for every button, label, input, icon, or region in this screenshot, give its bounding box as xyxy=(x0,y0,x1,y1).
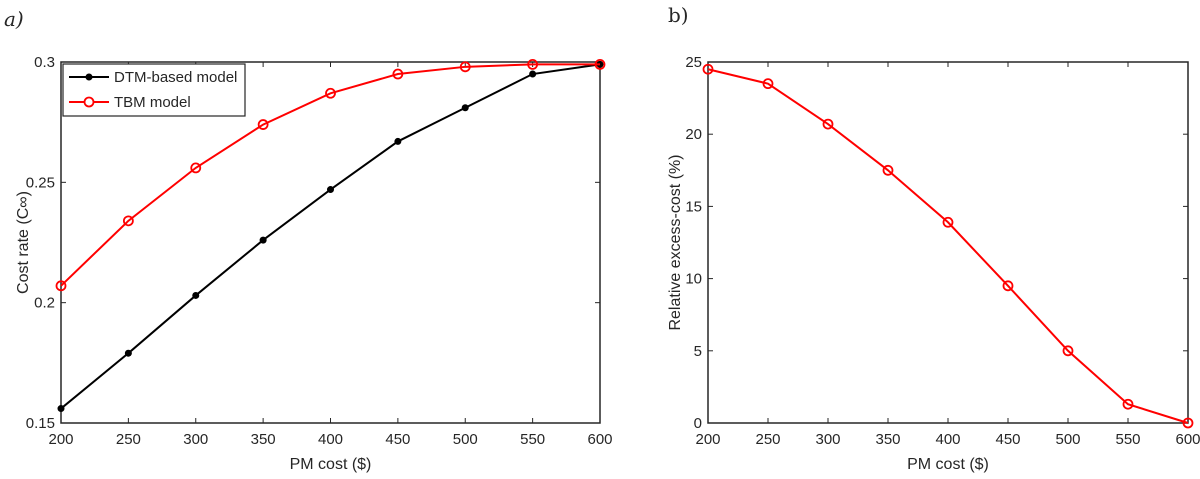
data-point xyxy=(594,59,606,70)
data-point xyxy=(325,87,336,99)
data-point xyxy=(190,162,202,174)
x-tick-label: 550 xyxy=(1115,431,1140,448)
x-tick-label: 250 xyxy=(116,431,141,448)
panel-label: a) xyxy=(4,7,24,31)
data-point xyxy=(394,137,402,145)
data-point xyxy=(122,215,134,227)
x-tick-label: 400 xyxy=(935,431,960,448)
data-point xyxy=(822,118,834,130)
y-axis-label: Relative excess-cost (%) xyxy=(667,154,684,330)
y-tick-label: 0.2 xyxy=(34,295,55,312)
data-point xyxy=(762,78,774,90)
y-tick-label: 20 xyxy=(685,126,702,143)
data-point xyxy=(461,104,469,112)
x-tick-label: 300 xyxy=(815,431,840,448)
data-point xyxy=(882,164,894,176)
data-point xyxy=(192,291,200,299)
x-tick-label: 500 xyxy=(453,431,478,448)
data-point xyxy=(57,405,65,413)
data-point xyxy=(55,280,67,292)
series-line-1 xyxy=(707,68,1189,424)
legend-label: TBM model xyxy=(114,94,191,111)
legend-label: DTM-based model xyxy=(114,69,237,86)
y-tick-label: 0 xyxy=(694,415,702,432)
data-point xyxy=(527,59,539,70)
y-tick-label: 0.3 xyxy=(34,54,55,71)
data-point xyxy=(1182,417,1194,429)
data-point xyxy=(942,216,954,228)
data-point xyxy=(392,68,404,80)
x-tick-label: 350 xyxy=(875,431,900,448)
data-point xyxy=(1002,280,1014,292)
data-point xyxy=(257,119,269,130)
y-axis-label: Cost rate (C∞) xyxy=(15,191,32,294)
x-tick-label: 600 xyxy=(1175,431,1200,448)
series-line-2 xyxy=(60,63,600,287)
legend: DTM-based model TBM model xyxy=(62,63,246,117)
x-axis-label: PM cost ($) xyxy=(907,456,989,473)
x-tick-label: 550 xyxy=(520,431,545,448)
chart-panel-2: b) 200 250 300 350 400 450 500 550 600 0 5 10 15 20 25 P… xyxy=(667,3,1200,473)
panel-label: b) xyxy=(668,3,689,27)
x-tick-label: 200 xyxy=(48,431,73,448)
data-point xyxy=(259,236,267,244)
x-tick-label: 250 xyxy=(755,431,780,448)
y-tick-label: 0.25 xyxy=(26,174,55,191)
y-tick-label: 10 xyxy=(685,271,702,288)
data-point xyxy=(1062,345,1074,357)
x-axis-label: PM cost ($) xyxy=(290,456,372,473)
data-point xyxy=(459,61,471,73)
x-tick-label: 400 xyxy=(318,431,343,448)
plot-frame xyxy=(707,61,1189,424)
data-point xyxy=(702,63,714,75)
y-tick-label: 25 xyxy=(685,54,702,71)
x-tick-label: 300 xyxy=(183,431,208,448)
x-tick-label: 450 xyxy=(385,431,410,448)
data-point xyxy=(1122,398,1134,410)
legend-marker xyxy=(85,73,93,81)
x-tick-label: 600 xyxy=(587,431,612,448)
x-tick-label: 200 xyxy=(695,431,720,448)
x-tick-label: 350 xyxy=(251,431,276,448)
y-tick-label: 0.15 xyxy=(26,415,55,432)
chart-panel-1: a) 200 250 300 350 400 450 500 550 600 0.15 0.2 0.25… xyxy=(4,7,613,473)
legend-box xyxy=(62,63,246,117)
legend-marker xyxy=(83,96,95,108)
data-point xyxy=(529,70,537,78)
x-tick-label: 500 xyxy=(1055,431,1080,448)
data-point xyxy=(327,186,334,194)
y-tick-label: 15 xyxy=(685,198,702,215)
data-point xyxy=(124,349,132,357)
x-tick-label: 450 xyxy=(995,431,1020,448)
y-tick-label: 5 xyxy=(694,343,702,360)
